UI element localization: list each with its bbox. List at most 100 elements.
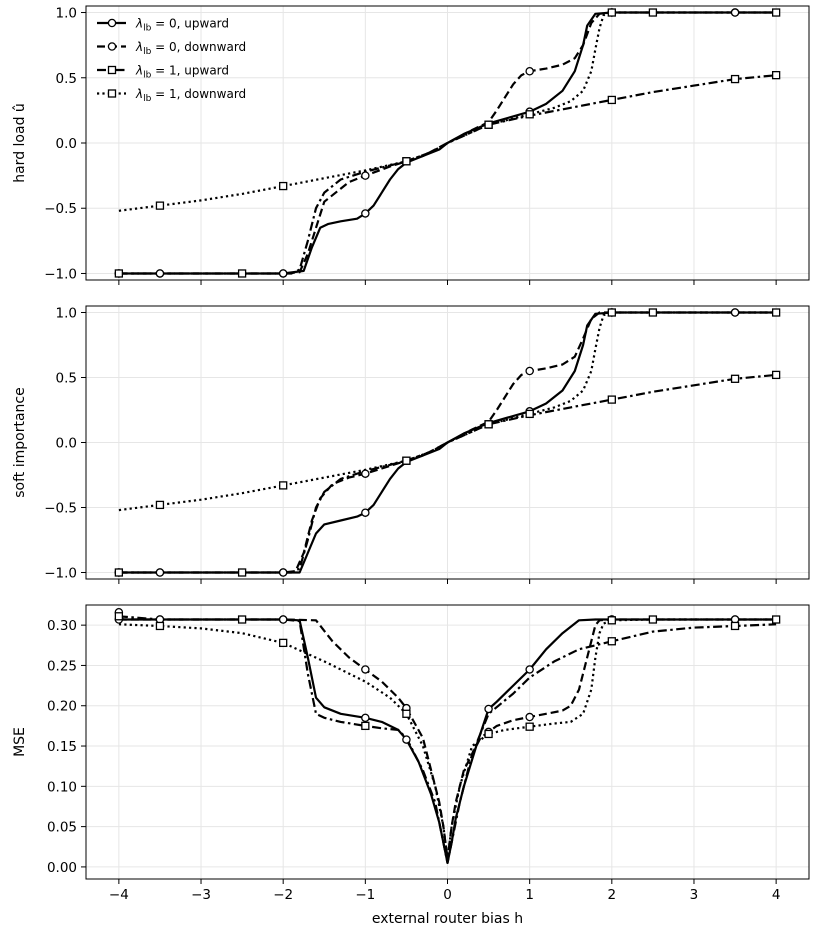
series-line-dashed bbox=[118, 11, 777, 275]
data-point-circle bbox=[155, 568, 165, 577]
legend-marker bbox=[107, 65, 117, 75]
y-tick-label: 0.15 bbox=[47, 739, 77, 755]
y-axis-label: soft importance bbox=[12, 387, 28, 497]
data-point-circle bbox=[361, 665, 370, 674]
legend-label: λlb = 1, downward bbox=[135, 87, 246, 104]
data-point-square bbox=[361, 721, 370, 731]
x-tick-label: 1 bbox=[525, 887, 534, 903]
x-tick-label: −4 bbox=[109, 887, 129, 903]
data-point-square bbox=[155, 621, 165, 631]
legend-entry: λlb = 1, downward bbox=[97, 87, 246, 104]
x-tick-label: −2 bbox=[273, 887, 293, 903]
data-point-circle bbox=[361, 171, 370, 180]
data-point-square bbox=[607, 616, 616, 625]
data-point-square bbox=[525, 110, 534, 119]
y-tick-label: −0.5 bbox=[44, 501, 77, 517]
legend-label: λlb = 0, upward bbox=[135, 17, 229, 34]
legend-entry: λlb = 0, downward bbox=[97, 40, 246, 57]
data-point-circle bbox=[525, 712, 534, 722]
series-line-dashed bbox=[118, 618, 777, 861]
data-point-circle bbox=[525, 665, 534, 674]
data-point-square bbox=[484, 729, 493, 739]
legend-marker bbox=[107, 42, 117, 51]
y-tick-label: 0.0 bbox=[56, 436, 77, 452]
data-point-square bbox=[607, 308, 616, 317]
y-tick-label: −1.0 bbox=[44, 566, 77, 582]
y-tick-label: 0.10 bbox=[47, 779, 77, 795]
data-point-square bbox=[607, 95, 616, 105]
legend-marker bbox=[107, 18, 117, 28]
legend-label: λlb = 0, downward bbox=[135, 40, 246, 57]
data-point-circle bbox=[361, 713, 370, 723]
y-tick-label: 0.00 bbox=[47, 860, 77, 876]
data-point-square bbox=[484, 120, 493, 129]
data-point-square bbox=[607, 8, 616, 17]
series-line-dotted bbox=[118, 618, 777, 861]
y-tick-label: −0.5 bbox=[44, 201, 77, 217]
series-line-dotted bbox=[118, 11, 777, 212]
legend-label: λlb = 1, upward bbox=[135, 64, 229, 81]
data-point-square bbox=[402, 456, 411, 465]
data-point-square bbox=[237, 269, 247, 278]
data-point-square bbox=[771, 308, 781, 317]
data-point-square bbox=[155, 500, 165, 510]
data-point-circle bbox=[484, 704, 493, 714]
data-point-circle bbox=[155, 269, 165, 278]
data-point-square bbox=[155, 201, 165, 210]
legend-entry: λlb = 1, upward bbox=[97, 64, 229, 81]
data-point-circle bbox=[361, 209, 370, 218]
panel-1: −1.0 −0.5 0.0 0.5 1.0 hard load û bbox=[12, 5, 810, 285]
y-tick-label: 0.05 bbox=[47, 820, 77, 836]
data-point-square bbox=[771, 71, 781, 80]
data-point-square bbox=[730, 74, 740, 84]
data-point-square bbox=[771, 615, 781, 624]
data-point-circle bbox=[278, 269, 288, 278]
data-point-square bbox=[771, 8, 781, 17]
y-axis-label: hard load û bbox=[12, 103, 28, 183]
data-point-circle bbox=[402, 735, 411, 744]
data-point-square bbox=[279, 638, 288, 648]
data-point-square bbox=[114, 269, 124, 278]
data-point-circle bbox=[525, 66, 534, 76]
y-tick-label: 0.20 bbox=[47, 699, 77, 715]
data-point-square bbox=[402, 709, 411, 718]
x-tick-label: 0 bbox=[443, 887, 452, 903]
data-point-circle bbox=[361, 508, 370, 517]
data-point-square bbox=[730, 621, 740, 631]
x-tick-label: 4 bbox=[772, 887, 781, 903]
data-point-square bbox=[114, 568, 124, 577]
x-axis-label: external router bias h bbox=[372, 911, 523, 927]
data-point-square bbox=[237, 568, 247, 577]
y-tick-label: 0.5 bbox=[56, 371, 77, 387]
series-line-dashed bbox=[118, 311, 777, 574]
data-point-circle bbox=[525, 366, 534, 376]
data-point-square bbox=[607, 395, 616, 404]
x-tick-label: −3 bbox=[191, 887, 211, 903]
legend-entry: λlb = 0, upward bbox=[97, 17, 229, 34]
y-tick-label: 0.0 bbox=[56, 136, 77, 152]
data-point-circle bbox=[278, 615, 288, 624]
y-tick-label: 0.5 bbox=[56, 71, 77, 87]
series-line-dotted bbox=[118, 311, 777, 512]
y-tick-label: 0.30 bbox=[47, 618, 77, 634]
y-tick-label: 0.25 bbox=[47, 658, 77, 674]
data-point-square bbox=[237, 615, 247, 624]
x-tick-label: 2 bbox=[608, 887, 617, 903]
data-point-square bbox=[771, 370, 781, 380]
data-point-square bbox=[402, 157, 411, 166]
series-line-dashdot bbox=[118, 615, 777, 865]
y-tick-label: 1.0 bbox=[56, 306, 77, 322]
data-point-square bbox=[648, 308, 658, 317]
data-point-square bbox=[114, 612, 124, 621]
x-tick-label: −1 bbox=[355, 887, 375, 903]
x-tick-label: 3 bbox=[690, 887, 699, 903]
data-point-square bbox=[279, 481, 288, 490]
data-point-circle bbox=[730, 308, 740, 317]
y-tick-label: 1.0 bbox=[56, 6, 77, 22]
legend: λlb = 0, upward λlb = 0, downward λlb = 1,… bbox=[97, 17, 246, 104]
data-point-circle bbox=[361, 469, 370, 478]
data-point-square bbox=[279, 181, 288, 191]
data-point-square bbox=[484, 420, 493, 429]
panel-3: −4 −3 −2 −1 0 1 2 3 4 0.00 0.05 0.10 0.15 0.20 0.25 0.3… bbox=[12, 604, 810, 927]
